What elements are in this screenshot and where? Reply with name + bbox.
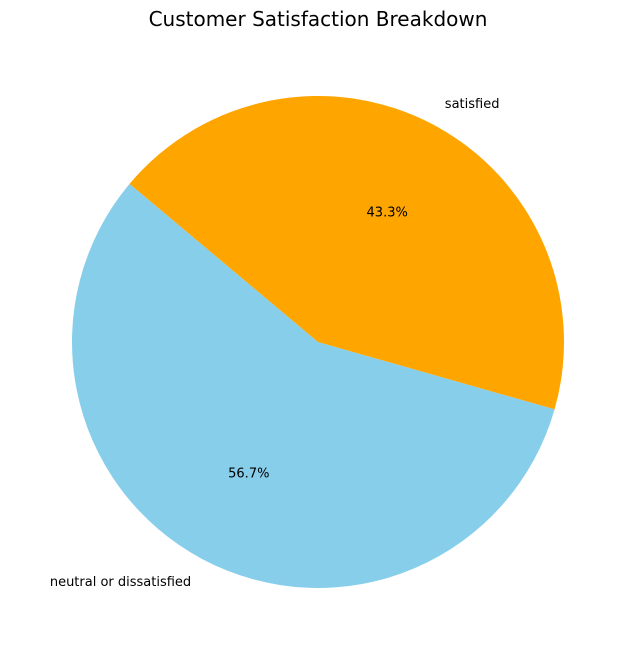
pie-slice-neutral-or-dissatisfied bbox=[71, 183, 555, 588]
chart-title: Customer Satisfaction Breakdown bbox=[149, 7, 488, 31]
pie-slice-satisfied bbox=[129, 95, 564, 410]
pie-slices bbox=[71, 95, 564, 588]
slice-percent-label: 56.7% bbox=[228, 466, 269, 481]
slice-label: neutral or dissatisfied bbox=[50, 575, 191, 590]
slice-percent-label: 43.3% bbox=[367, 206, 408, 221]
pie-labels: neutral or dissatisfied 56.7% satisfied 43.… bbox=[50, 97, 500, 590]
slice-label: satisfied bbox=[445, 97, 500, 112]
